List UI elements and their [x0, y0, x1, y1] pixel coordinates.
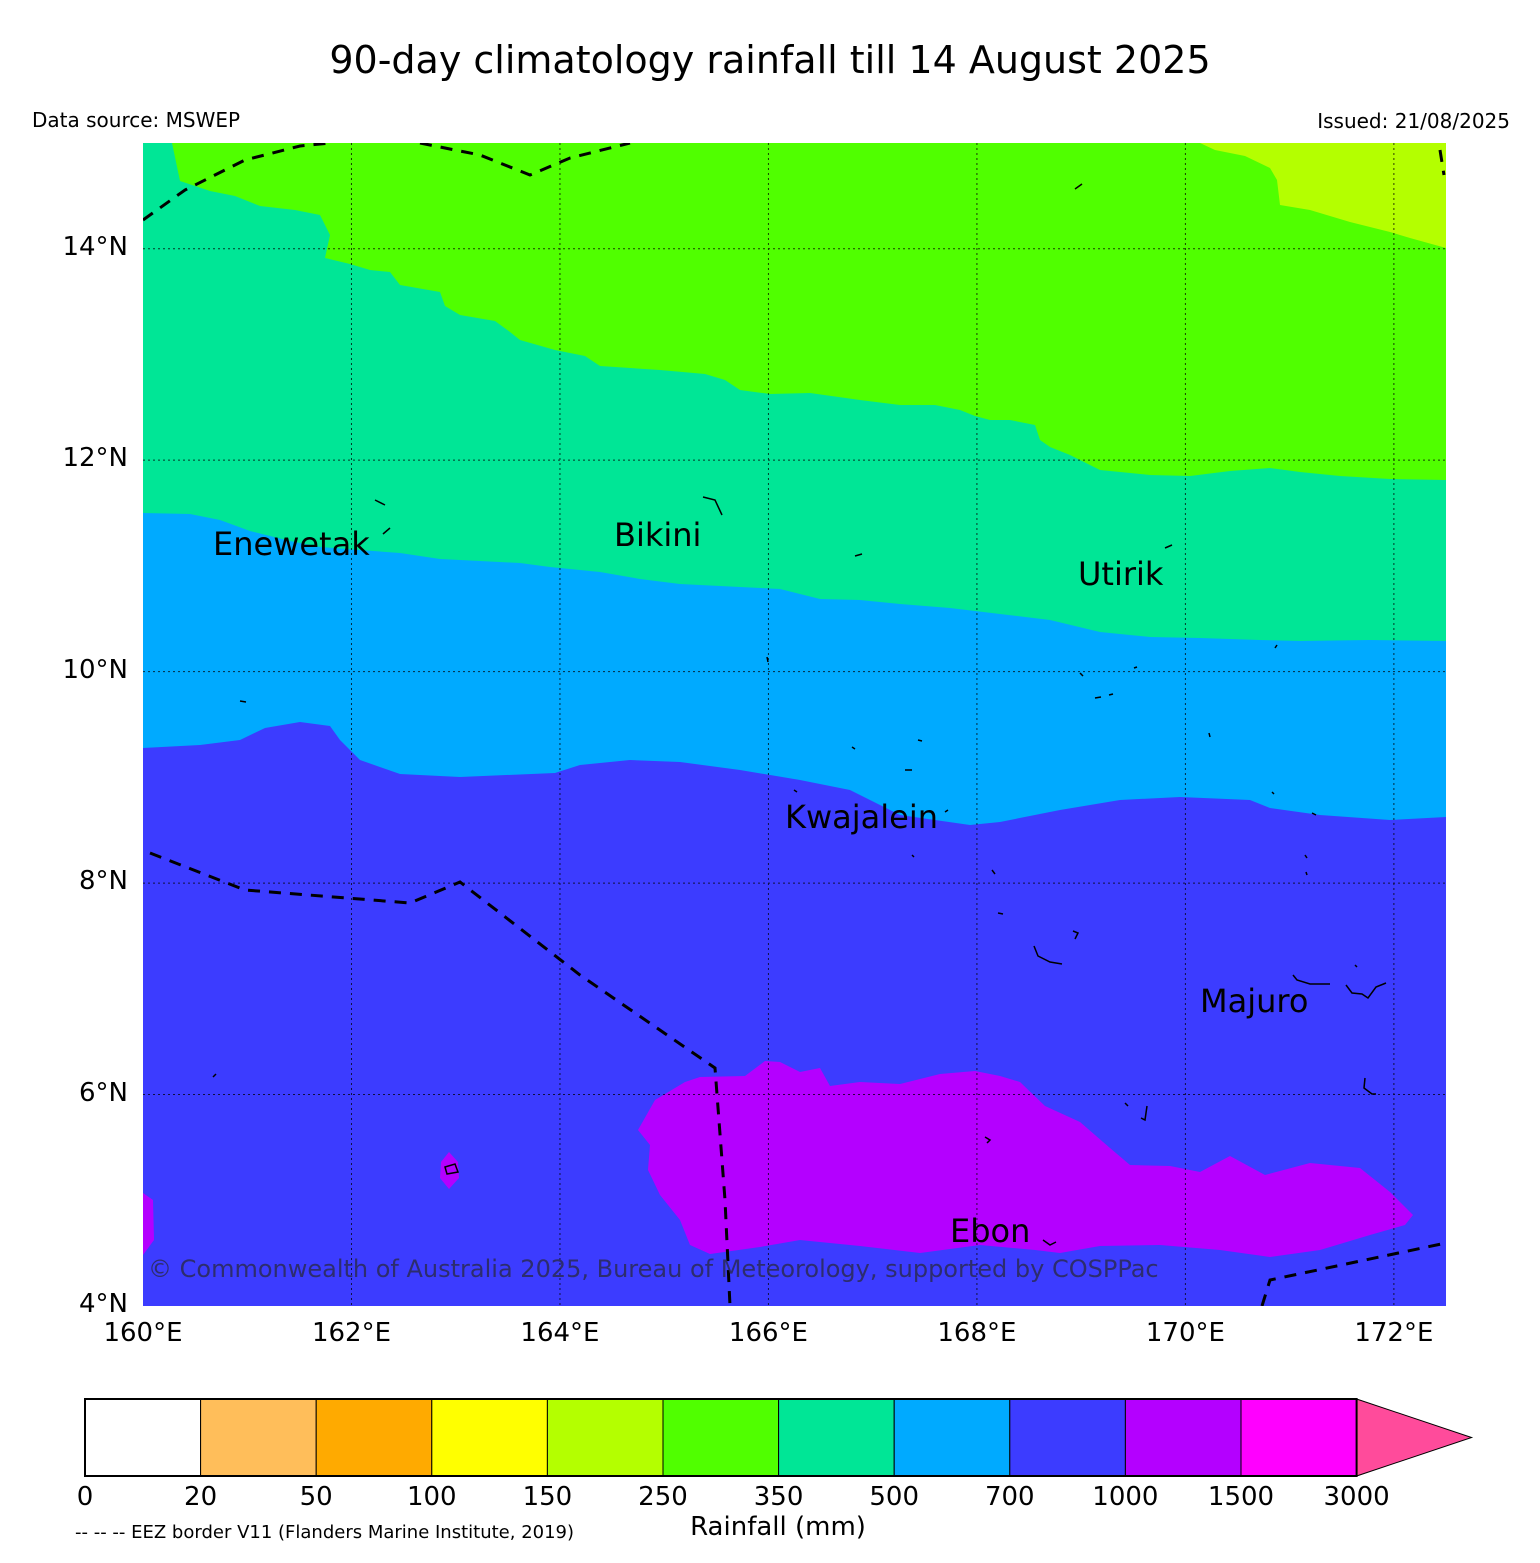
place-label-majuro: Majuro: [1200, 982, 1308, 1020]
place-label-ebon: Ebon: [950, 1212, 1030, 1250]
colorbar-swatch: [431, 1398, 548, 1477]
colorbar-swatch: [1240, 1398, 1358, 1477]
eez-legend-note: -- -- -- EEZ border V11 (Flanders Marine…: [75, 1522, 575, 1543]
lon-tick-label: 172°E: [1354, 1318, 1434, 1348]
data-source-label: Data source: MSWEP: [32, 108, 241, 132]
colorbar-frame: [84, 1398, 1358, 1477]
colorbar-tick-label: 50: [299, 1482, 333, 1512]
colorbar-tick-label: 150: [522, 1482, 573, 1512]
lon-tick-label: 168°E: [937, 1318, 1017, 1348]
lat-tick-label: 8°N: [79, 866, 128, 897]
eez-borders: [143, 143, 1446, 1306]
lat-tick-label: 10°N: [62, 654, 128, 685]
colorbar-tick-label: 500: [869, 1482, 919, 1512]
colorbar-swatch: [315, 1398, 433, 1477]
colorbar-tick-label: 100: [406, 1482, 457, 1512]
place-label-kwajalein: Kwajalein: [785, 798, 938, 836]
colorbar-swatch: [546, 1398, 664, 1477]
map-title: 90-day climatology rainfall till 14 Augu…: [329, 38, 1211, 82]
colorbar-swatch: [662, 1398, 780, 1477]
lat-tick-label: 12°N: [62, 443, 128, 474]
colorbar-tick-label: 1500: [1207, 1482, 1275, 1512]
colorbar-tick-label: 1000: [1092, 1482, 1159, 1512]
colorbar-swatch: [778, 1398, 895, 1477]
lat-tick-label: 4°N: [79, 1289, 128, 1319]
copyright-notice: © Commonwealth of Australia 2025, Bureau…: [148, 1255, 1159, 1283]
colorbar-extend-arrow: [1356, 1398, 1474, 1477]
place-label-enewetak: Enewetak: [213, 525, 370, 563]
rainfall-band-1000-1500: [638, 1061, 1413, 1257]
rainfall-band-250-350: [143, 143, 1446, 480]
lon-tick-label: 166°E: [728, 1318, 808, 1348]
colorbar-tick-label: 0: [76, 1482, 94, 1512]
lon-tick-label: 164°E: [520, 1318, 600, 1348]
island-outlines: [212, 183, 1387, 1246]
gridlines: [143, 143, 1446, 1306]
rainfall-band-1000-1500: [143, 1193, 154, 1255]
colorbar-tick-label: 250: [638, 1482, 688, 1512]
lon-tick-label: 160°E: [103, 1318, 183, 1348]
issued-date-label: Issued: 21/08/2025: [1317, 109, 1510, 133]
colorbar-tick-label: 350: [753, 1482, 804, 1512]
colorbar-title: Rainfall (mm): [690, 1512, 866, 1542]
lat-tick-label: 14°N: [62, 231, 128, 262]
colorbar-swatch: [1009, 1398, 1126, 1477]
place-label-bikini: Bikini: [614, 516, 701, 554]
colorbar-tick-label: 3000: [1323, 1482, 1390, 1512]
colorbar-swatch: [84, 1398, 202, 1477]
lat-tick-label: 6°N: [79, 1077, 128, 1108]
colorbar-tick-label: 700: [984, 1482, 1035, 1512]
colorbar-swatch: [893, 1398, 1011, 1477]
colorbar-swatch: [1124, 1398, 1242, 1477]
place-label-utirik: Utirik: [1078, 555, 1164, 593]
lon-tick-label: 162°E: [311, 1318, 391, 1348]
rainfall-band-1000-1500: [440, 1152, 459, 1189]
colorbar: [84, 1398, 1474, 1477]
colorbar-swatch: [200, 1398, 317, 1477]
lon-tick-label: 170°E: [1145, 1318, 1225, 1348]
colorbar-tick-label: 20: [184, 1482, 218, 1512]
rainfall-band-150-250: [1200, 143, 1446, 248]
